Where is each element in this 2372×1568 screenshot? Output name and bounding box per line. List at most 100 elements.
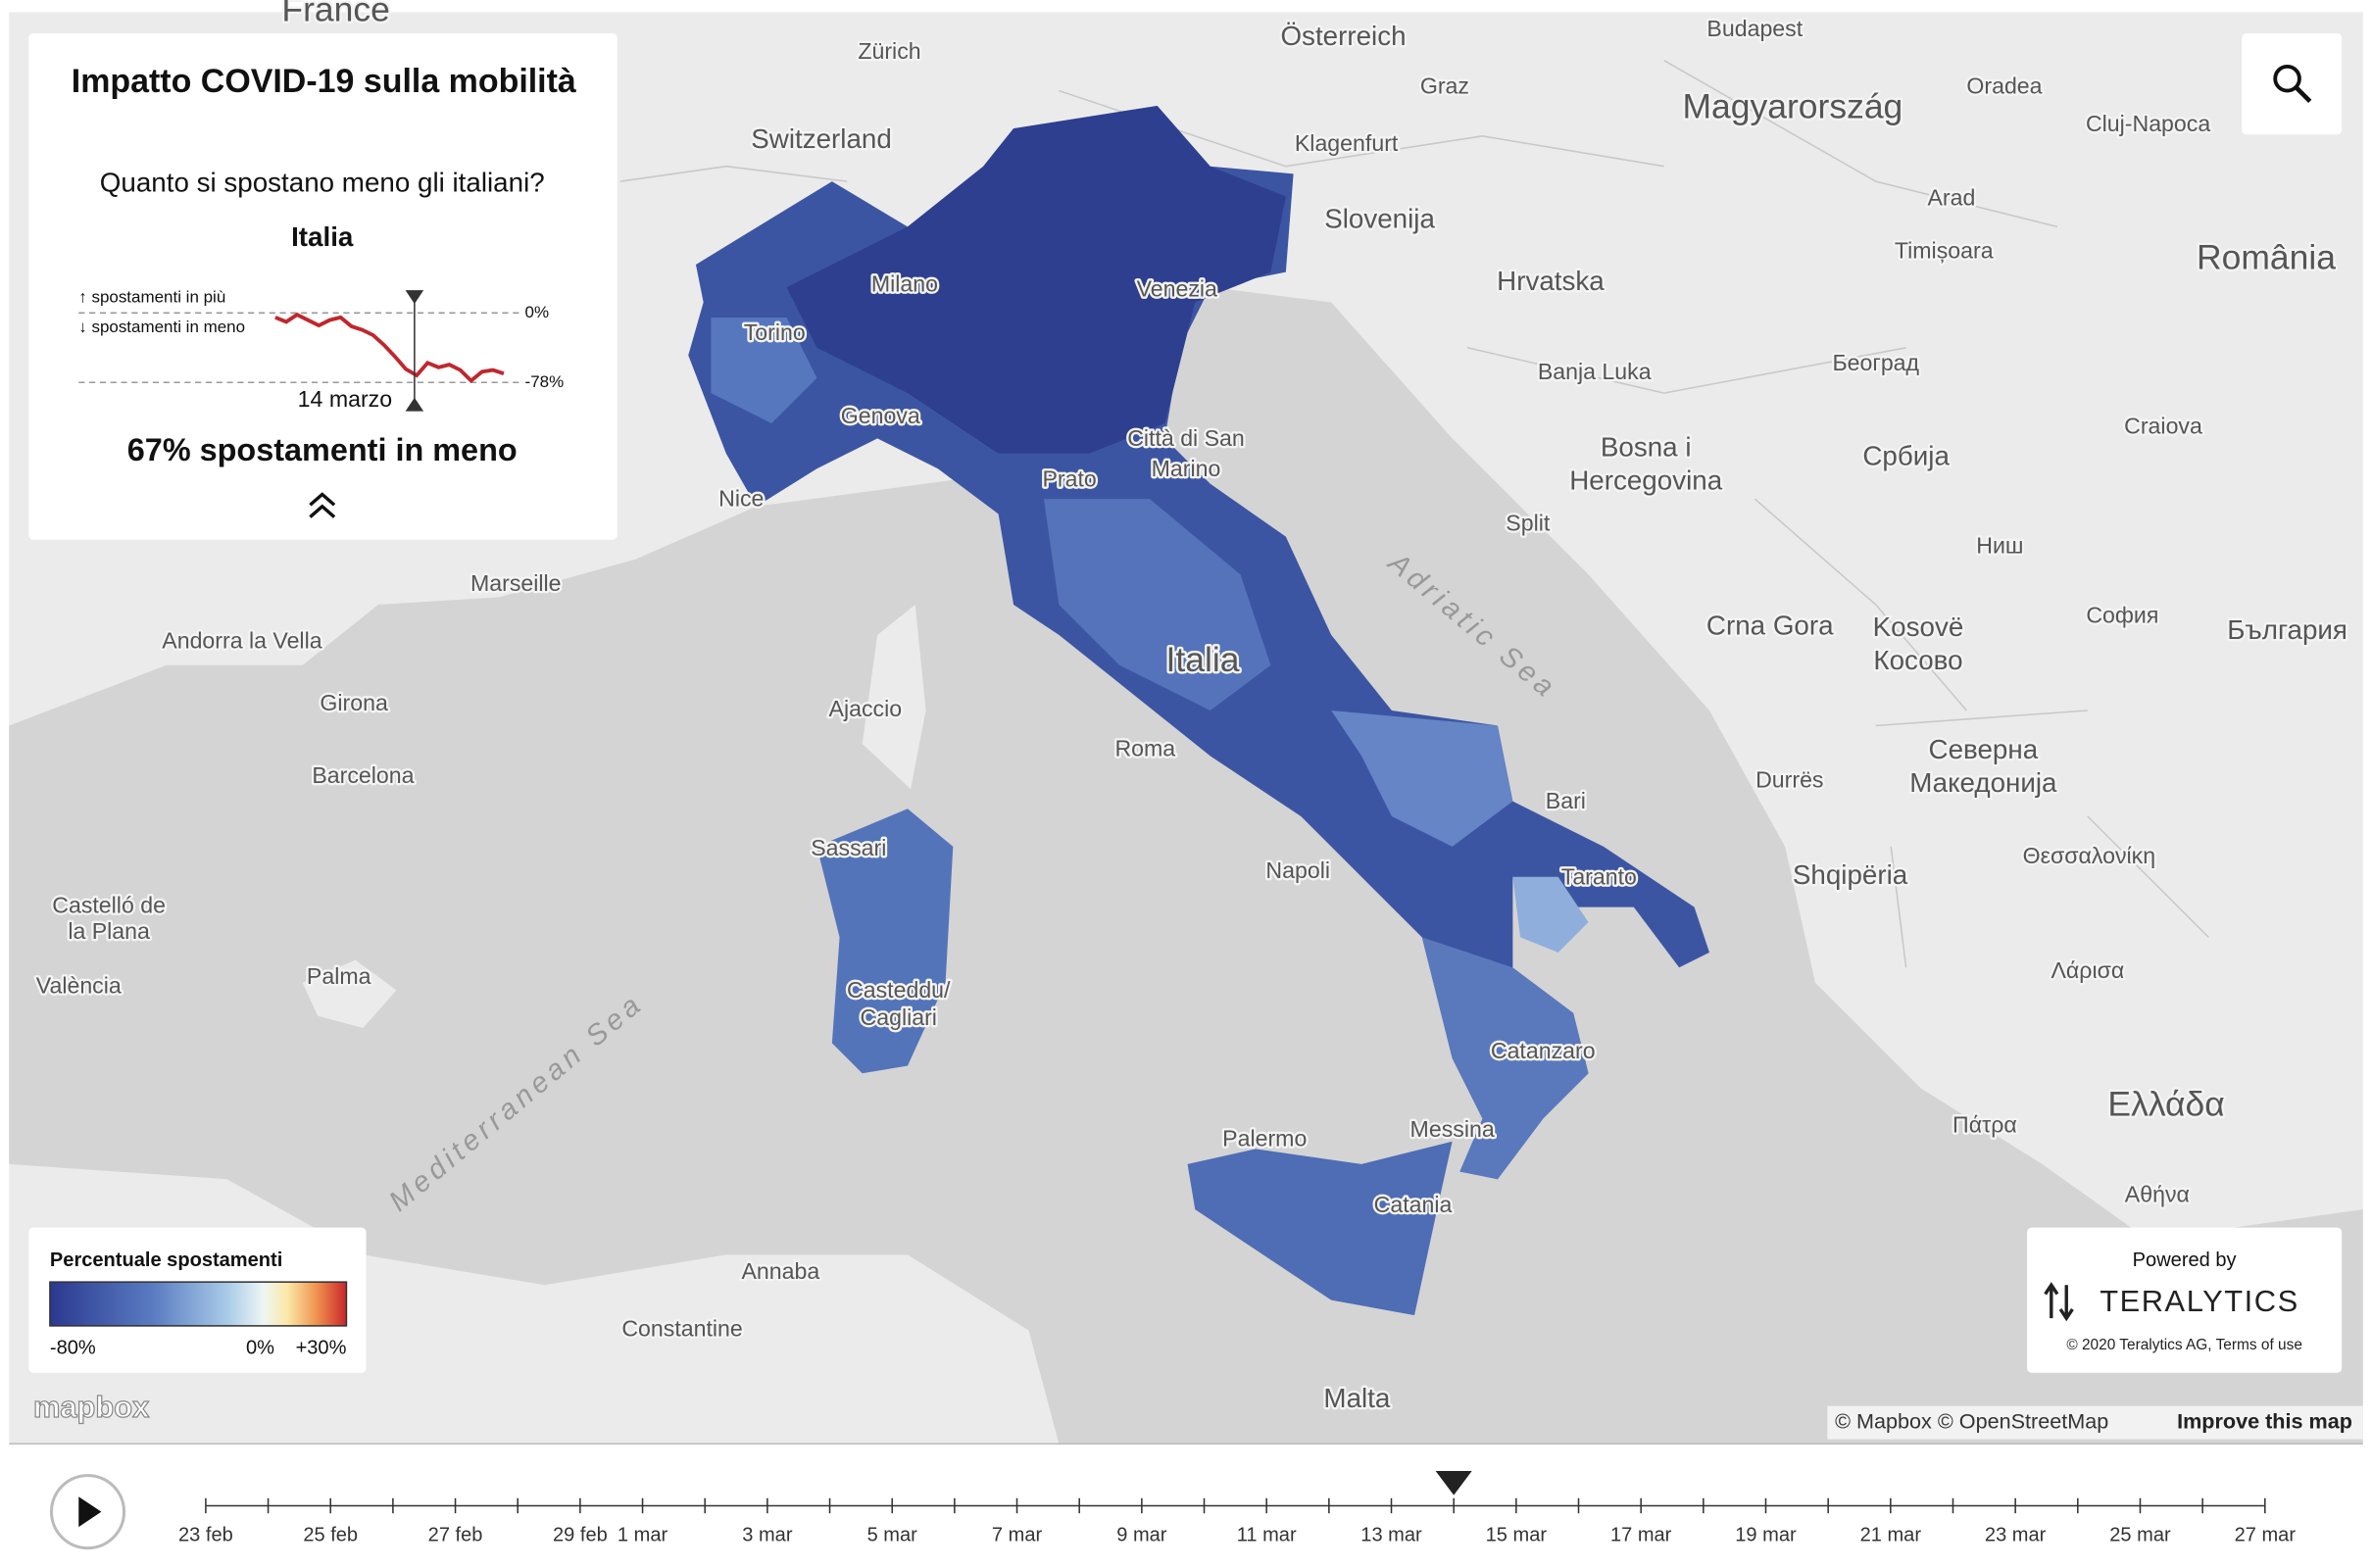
mallorca — [302, 959, 397, 1028]
timeline-marker[interactable] — [1435, 1470, 1472, 1495]
timeline-label: 25 mar — [2109, 1525, 2171, 1546]
timeline-label: 7 mar — [992, 1525, 1043, 1546]
map-label: Oradea — [1966, 74, 2042, 99]
map-label: Београд — [1832, 350, 1919, 375]
map-label: Constantine — [621, 1316, 742, 1342]
map-label: Genova — [841, 403, 920, 428]
map-label: Nice — [718, 486, 764, 512]
map-label: Andorra la Vella — [162, 628, 321, 654]
map-label: Sassari — [811, 835, 886, 860]
map-label: la Plana — [68, 918, 150, 944]
map-label: Banja Luka — [1538, 359, 1652, 384]
timeline-label: 27 feb — [428, 1525, 483, 1546]
timeline-label: 27 mar — [2235, 1525, 2297, 1546]
legend-title: Percentuale spostamenti — [50, 1250, 282, 1271]
map-label: Θεσσαλονίκη — [2023, 843, 2155, 868]
more-label: ↑ spostamenti in più — [78, 287, 225, 306]
legend-label: +30% — [296, 1337, 347, 1358]
map-label: Cluj-Napoca — [2086, 111, 2210, 136]
map-label: Graz — [1420, 74, 1469, 99]
timeline-label: 13 mar — [1360, 1525, 1422, 1546]
map-label: Македонија — [1909, 767, 2057, 798]
headline: 67% spostamenti in meno — [127, 432, 518, 467]
map-label: Ajaccio — [829, 696, 903, 721]
map-label: France — [281, 0, 389, 29]
copyright: © 2020 Teralytics AG, Terms of use — [2066, 1337, 2302, 1353]
map-label: Annaba — [742, 1258, 820, 1284]
improve-link[interactable]: Improve this map — [2177, 1408, 2352, 1433]
map-label: Shqipëria — [1793, 859, 1908, 890]
corsica — [862, 605, 926, 790]
attribution-bg — [1827, 1405, 2363, 1440]
map-label: Barcelona — [312, 762, 414, 788]
map-label: Ниш — [1976, 533, 2023, 559]
brand-name: TERALYTICS — [2100, 1284, 2299, 1318]
timeline-label: 19 mar — [1735, 1525, 1797, 1546]
powered-by: Powered by — [2133, 1250, 2237, 1271]
map-label: Palermo — [1222, 1125, 1307, 1151]
search-icon — [2295, 85, 2312, 103]
map-label: Taranto — [1561, 863, 1637, 889]
map-label: Durrës — [1755, 767, 1823, 793]
mapbox-logo[interactable]: mapbox — [32, 1389, 150, 1424]
map-label: Hrvatska — [1497, 266, 1605, 296]
search-button[interactable] — [2242, 32, 2343, 135]
map-label: Girona — [320, 690, 388, 715]
timeline-label: 23 feb — [178, 1525, 233, 1546]
timeline-label: 3 mar — [742, 1525, 793, 1546]
teralytics-icon — [2044, 1282, 2074, 1322]
map-label: Klagenfurt — [1295, 130, 1399, 156]
map-label: Budapest — [1706, 16, 1803, 41]
subtitle: Quanto si spostano meno gli italiani? — [100, 168, 545, 198]
collapse-icon — [309, 492, 336, 518]
map-label: Palma — [307, 963, 371, 989]
timeline-label: 5 mar — [867, 1525, 918, 1546]
map-label: Crna Gora — [1706, 611, 1834, 641]
timeline-label: 23 mar — [1985, 1525, 2047, 1546]
map-label: València — [36, 972, 122, 998]
map-label: Split — [1506, 510, 1551, 535]
map-label: Switzerland — [751, 123, 892, 154]
marker-top — [405, 290, 424, 305]
map-label: Kosovë — [1873, 612, 1964, 642]
color-ramp — [49, 1281, 348, 1327]
map-label: Hercegovina — [1569, 465, 1722, 495]
legend-label: 0% — [246, 1337, 274, 1358]
map-label: Messina — [1410, 1116, 1495, 1142]
sparkline — [274, 312, 505, 384]
map-label: България — [2227, 614, 2347, 645]
map-label: Italia — [1166, 640, 1240, 679]
map-label: Marino — [1152, 456, 1221, 481]
region: Italia — [291, 221, 354, 252]
map-label: Catania — [1374, 1192, 1453, 1217]
map-label: Casteddu/ — [847, 977, 951, 1003]
map-label: Zürich — [858, 38, 920, 64]
map-label: София — [2086, 603, 2158, 628]
map-label: Craiova — [2124, 414, 2202, 439]
map-label: Λάρισα — [2051, 957, 2124, 983]
map-label: Bosna i — [1601, 431, 1692, 462]
attribution: © Mapbox © OpenStreetMap — [1835, 1408, 2108, 1433]
map-label: Magyarország — [1682, 86, 1903, 125]
date-label: 14 marzo — [298, 386, 392, 412]
map-label: Timișoara — [1895, 238, 1994, 264]
map-label: Πάτρα — [1952, 1111, 2017, 1137]
map-label: Castelló de — [52, 893, 166, 918]
timeline-label: 17 mar — [1610, 1525, 1672, 1546]
timeline-label: 1 mar — [618, 1525, 668, 1546]
borders — [619, 60, 2209, 968]
map-label: Ελλάδα — [2107, 1085, 2224, 1124]
map-label: Marseille — [470, 570, 562, 596]
timeline-label: 11 mar — [1237, 1525, 1297, 1546]
map-label: Roma — [1114, 735, 1175, 760]
map-label: Косово — [1873, 645, 1962, 675]
timeline-label: 15 mar — [1486, 1525, 1548, 1546]
map-label: Napoli — [1265, 858, 1330, 883]
italy — [688, 105, 1710, 1316]
map-label: Venezia — [1137, 275, 1217, 301]
map-label: Milano — [871, 271, 938, 297]
map-label: Catanzaro — [1491, 1038, 1596, 1063]
map-label: Österreich — [1280, 21, 1406, 51]
